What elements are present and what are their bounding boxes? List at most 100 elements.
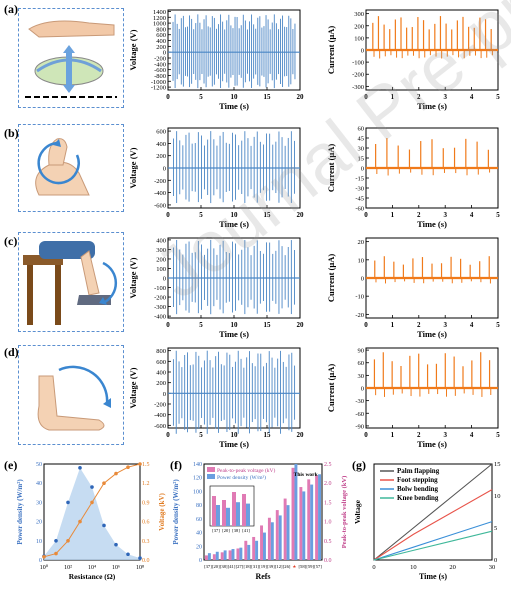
x-axis-label: Time (s) xyxy=(219,219,249,229)
y-tick-label: 0 xyxy=(361,386,364,393)
y-tick-label: 20 xyxy=(196,544,202,550)
panel-label-b: (b) xyxy=(4,126,19,140)
series-line xyxy=(373,489,493,561)
power-density-bar xyxy=(318,474,321,560)
y-tick-label: 40 xyxy=(196,531,202,537)
y-axis-label: Current (μA) xyxy=(326,144,336,193)
power-density-bar xyxy=(247,544,251,560)
y-tick-label: 800 xyxy=(156,348,166,355)
y-tick-label: 300 xyxy=(156,247,166,254)
legend-label: Foot stepping xyxy=(397,476,438,484)
x-tick-label: [27] xyxy=(236,564,244,569)
x-tick-label: 0 xyxy=(166,321,170,329)
voltage-bar xyxy=(220,552,224,560)
x-tick-label: 3 xyxy=(443,211,447,219)
x-tick-label: 0 xyxy=(364,93,368,101)
x-axis-label: Refs xyxy=(255,572,270,581)
x-tick-label: [31] xyxy=(251,564,259,569)
x-axis-label: Time (s) xyxy=(219,329,249,339)
x-tick-label: 10⁴ xyxy=(88,565,96,571)
power-density-point xyxy=(138,556,142,560)
current-plot-a: Current (μA) -300 -200 -100 0 100 200 300 0 1 2 3 4 5… xyxy=(326,9,500,111)
x-axis-label: Time (s) xyxy=(417,329,447,339)
foot-illustration-box xyxy=(18,345,124,445)
y2-tick-label: 0.0 xyxy=(142,558,150,564)
inset-voltage-bar xyxy=(232,492,236,526)
y-axis-label: Voltage (V) xyxy=(128,147,138,188)
y-tick-label: 15 xyxy=(358,156,365,163)
voltage-plot-b: Voltage (V) -600 -400 -200 0 200 400 600 0 5 10 15 2… xyxy=(128,127,305,229)
y-tick-label: 1200 xyxy=(153,15,166,22)
y-tick-label: 600 xyxy=(156,32,166,39)
y-tick-label: 60 xyxy=(196,517,202,523)
voltage-bar xyxy=(205,555,208,560)
y-tick-label: -400 xyxy=(154,412,166,419)
series-line xyxy=(373,530,493,561)
y-tick-label: 400 xyxy=(156,370,166,377)
voltage-bar xyxy=(212,554,216,560)
voltage-point xyxy=(138,462,142,466)
y-tick-label: 0 xyxy=(163,391,166,398)
inset-power-bar xyxy=(236,502,240,526)
x-tick-label: [41] xyxy=(228,564,236,569)
foot-bending-illustration xyxy=(37,365,111,431)
y-tick-label: 100 xyxy=(354,35,364,42)
voltage-plot-d: Voltage (V) -600 -400 -200 0 200 400 600 800 0 5 10… xyxy=(128,347,304,449)
x-tick-label: ★ xyxy=(292,564,297,569)
x-tick-label: [12] xyxy=(275,564,283,569)
power-density-bar xyxy=(263,532,266,560)
y-tick-label: 20 xyxy=(358,239,365,246)
panel-label-a: (a) xyxy=(4,2,18,16)
y2-tick-label: 0.6 xyxy=(142,520,150,526)
x-tick-label: 0 xyxy=(364,321,368,329)
palm-illustration-box xyxy=(18,8,124,108)
x-tick-label: 0 xyxy=(166,211,170,219)
y-tick-label: 45 xyxy=(358,136,365,143)
y2-tick-label: 1.5 xyxy=(142,462,150,468)
x-tick-label: 1 xyxy=(391,321,395,329)
x-tick-label: [39] xyxy=(267,564,275,569)
x-tick-label: [38] xyxy=(220,564,228,569)
y-tick-label: -200 xyxy=(154,295,166,302)
x-tick-label: 10² xyxy=(64,565,72,571)
series-line xyxy=(373,463,493,561)
x-tick-label: 2 xyxy=(417,321,421,329)
panel-label-g: (g) xyxy=(352,458,366,472)
x-tick-label: 20 xyxy=(449,564,456,571)
knee-bending-illustration xyxy=(23,241,118,325)
y2-tick-label: 1.0 xyxy=(324,520,332,526)
legend-label: Bolw bending xyxy=(397,485,439,493)
y-tick-label: -200 xyxy=(352,72,364,79)
x-tick-label: 5 xyxy=(496,431,500,439)
inset-x-tick-label: [37] xyxy=(212,528,220,533)
voltage-bar xyxy=(283,498,287,560)
x-tick-label: 2 xyxy=(417,211,421,219)
x-tick-label: 30 xyxy=(489,564,496,571)
y-tick-label: -300 xyxy=(154,304,166,311)
legend-label: Palm flapping xyxy=(397,467,440,475)
x-tick-label: 20 xyxy=(297,211,305,219)
y-tick-label: 600 xyxy=(156,129,166,136)
x-tick-label: 3 xyxy=(443,431,447,439)
y-tick-label: -600 xyxy=(154,202,166,209)
inset-voltage-bar xyxy=(222,500,226,526)
power-density-bar xyxy=(231,549,235,560)
x-tick-label: 3 xyxy=(443,321,447,329)
power-density-bar xyxy=(270,522,274,560)
power-density-bar xyxy=(310,484,314,560)
y-tick-label: 100 xyxy=(156,266,166,273)
y-tick-label: -400 xyxy=(154,190,166,197)
x-tick-label: [18] xyxy=(243,564,251,569)
y-tick-label: -10 xyxy=(355,294,364,301)
x-axis-label: Time (s) xyxy=(419,572,447,581)
y-tick-label: 30 xyxy=(358,373,365,380)
x-tick-label: 10⁰ xyxy=(40,564,49,571)
y-tick-label: 400 xyxy=(156,237,166,244)
y-tick-label: -800 xyxy=(154,73,166,80)
x-tick-label: 10 xyxy=(231,431,239,439)
voltage-plot-a: Voltage (V)-1200-1000-800-600-400-200020… xyxy=(128,9,304,111)
voltage-plot-c: Voltage (V)-400-300-200-1000100200300400… xyxy=(128,237,304,339)
inset-voltage-bar xyxy=(242,494,246,526)
signal-trace xyxy=(366,256,498,284)
power-density-bar xyxy=(215,551,219,560)
